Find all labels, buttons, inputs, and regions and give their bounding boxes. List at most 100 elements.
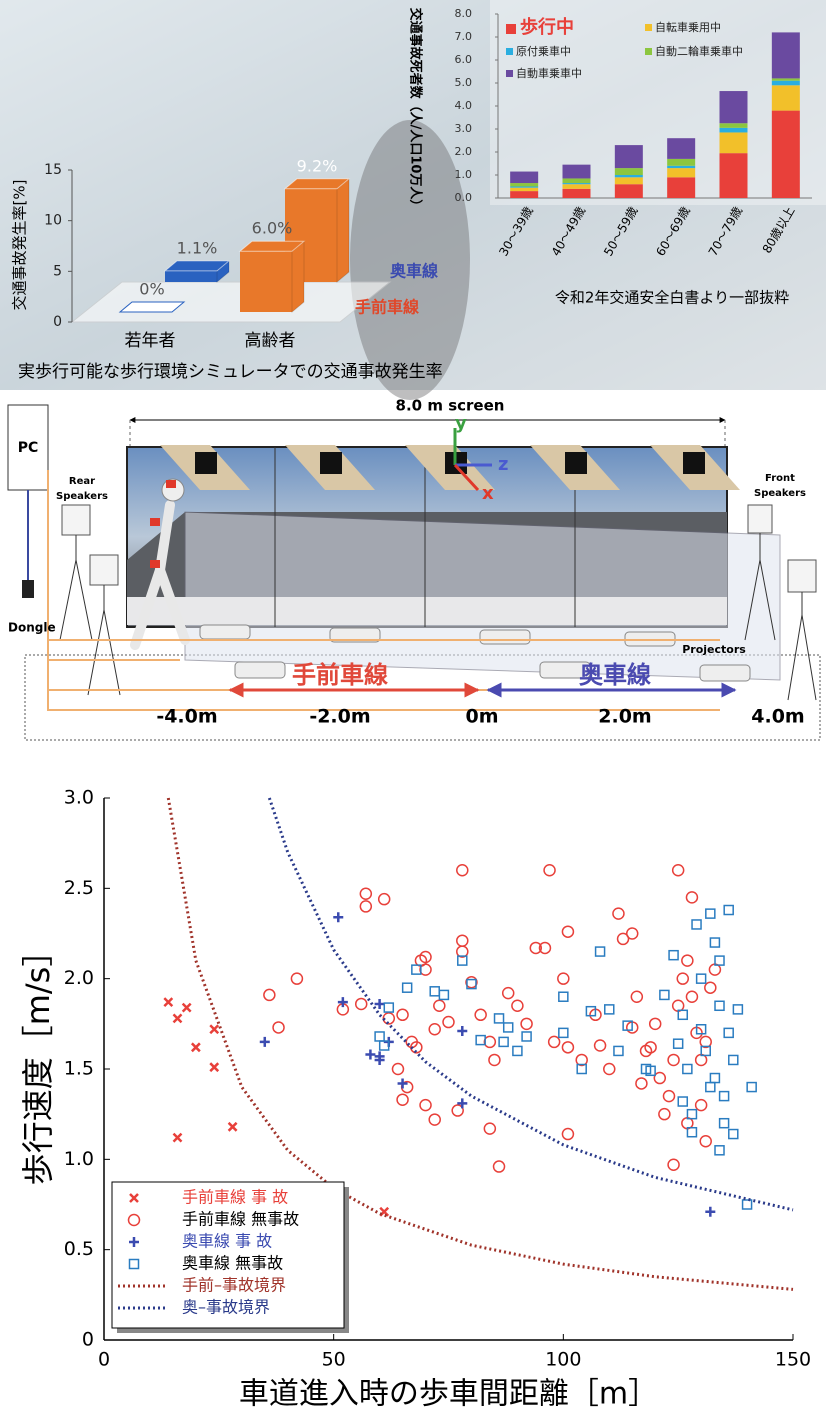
value-label: 0% bbox=[139, 280, 164, 299]
bar-face bbox=[165, 270, 217, 282]
marker-circle bbox=[442, 1015, 455, 1029]
x-tick-label: 高齢者 bbox=[245, 331, 296, 351]
legend-label: 原付乗車中 bbox=[516, 44, 571, 58]
bar-face bbox=[291, 240, 305, 314]
marker-circle bbox=[667, 1158, 680, 1172]
marker-square bbox=[686, 1126, 698, 1138]
legend-label: 自動二輪車乗車中 bbox=[655, 44, 743, 58]
boundary-line bbox=[267, 797, 794, 1212]
marker-circle bbox=[483, 1035, 497, 1049]
inset-backdrop bbox=[490, 0, 826, 205]
marker-square bbox=[677, 1096, 689, 1107]
bar-segment bbox=[719, 127, 748, 133]
marker-circle bbox=[543, 864, 556, 877]
rear-speakers-label: Rear bbox=[69, 476, 95, 487]
marker-x bbox=[129, 1193, 139, 1203]
marker-square bbox=[718, 1117, 730, 1129]
marker-square bbox=[521, 1031, 532, 1042]
value-label: 1.1% bbox=[177, 238, 218, 257]
marker-plus bbox=[259, 1036, 270, 1047]
marker-circle bbox=[557, 972, 570, 985]
legend-label: 自動車乗車中 bbox=[516, 66, 582, 80]
marker-plus bbox=[365, 1049, 376, 1060]
position-label: 4.0m bbox=[751, 706, 804, 728]
bar-segment bbox=[614, 145, 643, 169]
y-tick-label: 8.0 bbox=[455, 7, 473, 20]
marker-square bbox=[746, 1081, 757, 1093]
bar-face bbox=[240, 251, 292, 312]
bar-segment bbox=[614, 177, 643, 185]
bar-face bbox=[283, 178, 351, 190]
marker-square bbox=[714, 955, 725, 966]
legend-swatch bbox=[506, 24, 516, 34]
marker-square bbox=[686, 1108, 698, 1120]
y-axis-label: 歩行速度［m/s］ bbox=[19, 935, 57, 1186]
y-tick-label: 4.0 bbox=[455, 99, 473, 112]
marker-circle bbox=[575, 1053, 588, 1067]
screen-label: 8.0 m screen bbox=[396, 397, 505, 415]
marker-square bbox=[128, 1258, 140, 1270]
y-tick-label: 5 bbox=[53, 263, 62, 279]
marker-circle bbox=[474, 1008, 487, 1022]
marker-square bbox=[622, 1020, 633, 1031]
bar-segment bbox=[667, 138, 696, 159]
marker-square bbox=[558, 991, 569, 1002]
bar bbox=[118, 301, 186, 313]
dongle-icon bbox=[22, 580, 34, 598]
marker-circle bbox=[671, 864, 685, 877]
marker-circle bbox=[359, 887, 373, 901]
marker-square bbox=[466, 978, 477, 990]
y-axis-label: 交通事故発生率[%] bbox=[11, 180, 29, 311]
bar-segment bbox=[667, 165, 696, 169]
marker-square bbox=[378, 1040, 390, 1051]
marker-x bbox=[227, 1121, 238, 1132]
speakers bbox=[61, 504, 817, 593]
marker-square bbox=[718, 1090, 730, 1102]
bar-segment bbox=[614, 168, 643, 175]
bar-face bbox=[336, 177, 350, 284]
marker-circle bbox=[662, 1089, 676, 1103]
bar-segment bbox=[667, 158, 696, 166]
marker-circle bbox=[653, 1071, 667, 1085]
legend-label: 手前車線 事 故 bbox=[182, 1188, 288, 1207]
marker-circle bbox=[547, 1035, 561, 1049]
bar-segment bbox=[562, 164, 591, 179]
y-tick-label: 1.0 bbox=[455, 168, 473, 181]
marker-circle bbox=[644, 1041, 657, 1054]
axis-x-label: x bbox=[482, 483, 494, 504]
marker-circle bbox=[456, 934, 469, 947]
marker-square bbox=[645, 1065, 656, 1077]
legend-label: 手前車線 bbox=[355, 298, 419, 317]
marker-square bbox=[457, 955, 468, 966]
y-tick-label: 2.0 bbox=[64, 967, 94, 989]
marker-plus bbox=[457, 1098, 468, 1109]
legend-label: 手前車線 無事故 bbox=[182, 1210, 299, 1229]
legend-label: 手前–事故境界 bbox=[182, 1276, 286, 1295]
projectors-label: Projectors bbox=[682, 643, 746, 656]
bar-segment bbox=[562, 178, 591, 184]
marker-square bbox=[502, 1022, 514, 1033]
marker-square bbox=[659, 989, 670, 1001]
marker-circle bbox=[354, 997, 368, 1011]
legend-label: 奥車線 事 故 bbox=[182, 1232, 272, 1251]
y-tick-label: 0 bbox=[53, 314, 62, 330]
marker-circle bbox=[263, 988, 276, 1002]
marker-circle bbox=[685, 990, 699, 1003]
marker-circle bbox=[391, 1062, 405, 1076]
marker-circle bbox=[593, 1039, 607, 1052]
bar-segment bbox=[510, 191, 539, 198]
legend-label: 奥車線 無事故 bbox=[182, 1254, 283, 1273]
marker-circle bbox=[685, 891, 699, 904]
marker-square bbox=[741, 1199, 753, 1210]
marker-circle bbox=[561, 925, 575, 938]
marker-circle bbox=[561, 1041, 575, 1054]
marker-plus bbox=[333, 912, 344, 923]
marker-square bbox=[429, 986, 440, 997]
axis-z-label: z bbox=[498, 454, 508, 475]
bar-segment bbox=[719, 153, 748, 198]
legend-box bbox=[111, 1181, 345, 1329]
marker-circle bbox=[377, 892, 391, 906]
marker-circle bbox=[704, 981, 717, 994]
marker-square bbox=[682, 1063, 693, 1075]
